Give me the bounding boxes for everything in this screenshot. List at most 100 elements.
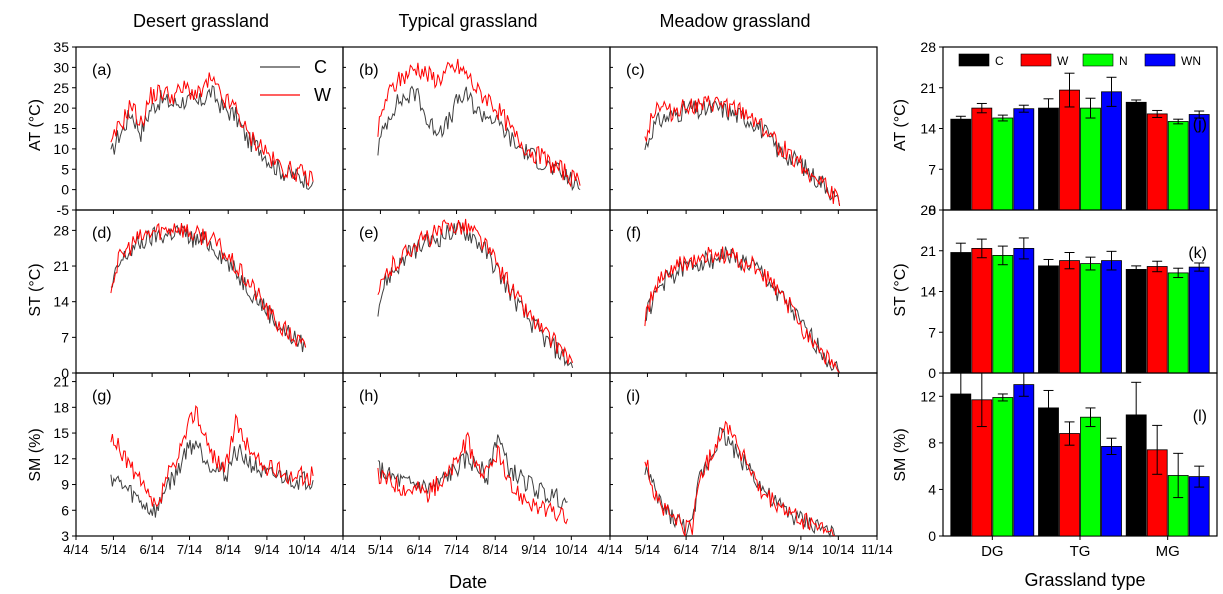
bar-c bbox=[1038, 107, 1059, 211]
x-tick-label: 4/14 bbox=[597, 542, 622, 557]
series-c-line bbox=[377, 434, 568, 510]
y-tick-label: 28 bbox=[920, 39, 936, 55]
x-tick-label: 4/14 bbox=[63, 542, 88, 557]
x-tick-label: 7/14 bbox=[711, 542, 736, 557]
y-tick-label: 28 bbox=[920, 202, 936, 218]
y-tick-label: -5 bbox=[57, 202, 70, 218]
panel-frame-g bbox=[75, 372, 344, 537]
bar-n bbox=[1167, 121, 1189, 211]
line-panels: -5 0 5 10 15 20 25 30 35 (a) (b) (c) 0 7 14 21 28 (d) (e) (… bbox=[53, 39, 892, 557]
x-tick-label: 5/14 bbox=[368, 542, 393, 557]
y-tick-label: 12 bbox=[920, 388, 936, 404]
x-tick-label: 8/14 bbox=[216, 542, 241, 557]
legend-w-label: W bbox=[314, 85, 331, 105]
ylabel-at: AT (°C) bbox=[27, 99, 44, 151]
panel-label: (a) bbox=[92, 62, 112, 79]
xlabel-grassland: Grassland type bbox=[1024, 570, 1145, 590]
y-tick-label: 21 bbox=[53, 374, 69, 390]
y-tick-label: 0 bbox=[928, 528, 936, 544]
x-tick-label: 10/14 bbox=[555, 542, 588, 557]
bar-c bbox=[1125, 101, 1147, 211]
bar-wn bbox=[1013, 247, 1035, 374]
y-tick-label: 14 bbox=[920, 284, 936, 300]
panel-label: (f) bbox=[626, 225, 641, 242]
panel-frame-i bbox=[609, 372, 878, 537]
panel-frame-h bbox=[342, 372, 611, 537]
y-tick-label: 18 bbox=[53, 399, 69, 415]
bar-wn bbox=[1188, 266, 1210, 374]
bar-n bbox=[1080, 107, 1101, 211]
panel-label: (e) bbox=[359, 225, 379, 242]
series-w-line bbox=[644, 246, 840, 374]
bar-w bbox=[1059, 260, 1080, 374]
panel-label: (b) bbox=[359, 62, 379, 79]
legend-n-swatch bbox=[1082, 53, 1114, 67]
legend-wn-label: WN bbox=[1181, 54, 1201, 68]
bar-c bbox=[950, 118, 972, 211]
x-tick-label: 10/14 bbox=[822, 542, 855, 557]
x-tick-label: 8/14 bbox=[750, 542, 775, 557]
category-label: TG bbox=[1070, 543, 1091, 560]
x-tick-label: 6/14 bbox=[139, 542, 164, 557]
bar-n bbox=[992, 117, 1014, 211]
x-tick-label: 10/14 bbox=[288, 542, 321, 557]
legend-c-label: C bbox=[995, 54, 1004, 68]
ylabel-j: AT (°C) bbox=[892, 99, 909, 151]
panel-label: (h) bbox=[359, 388, 379, 405]
category-label: DG bbox=[981, 543, 1004, 560]
series-w-line bbox=[644, 95, 841, 206]
x-tick-label: 6/14 bbox=[406, 542, 431, 557]
series-w-line bbox=[377, 58, 581, 188]
series-w-line bbox=[377, 218, 574, 365]
x-tick-label: 9/14 bbox=[254, 542, 279, 557]
series-w-line bbox=[110, 222, 307, 348]
y-tick-label: 20 bbox=[53, 100, 69, 116]
y-tick-label: 35 bbox=[53, 39, 69, 55]
bar-n bbox=[1080, 263, 1101, 374]
legend-wn-swatch bbox=[1144, 53, 1176, 67]
series-c-line bbox=[644, 100, 841, 206]
xlabel-date: Date bbox=[449, 572, 487, 592]
y-tick-label: 0 bbox=[928, 365, 936, 381]
y-tick-label: 6 bbox=[61, 502, 69, 518]
y-tick-label: 8 bbox=[928, 435, 936, 451]
ylabel-sm: SM (%) bbox=[27, 428, 44, 481]
panel-frame-f bbox=[609, 209, 878, 374]
panel-label: (l) bbox=[1193, 408, 1207, 425]
x-tick-label: 11/14 bbox=[861, 542, 893, 557]
x-tick-label: 4/14 bbox=[330, 542, 355, 557]
panel-label: (d) bbox=[92, 225, 112, 242]
bar-n bbox=[992, 397, 1014, 537]
series-w-line bbox=[110, 72, 314, 187]
bar-w bbox=[1146, 266, 1168, 374]
series-c-line bbox=[377, 221, 574, 369]
bar-w bbox=[971, 107, 993, 211]
y-tick-label: 30 bbox=[53, 59, 69, 75]
series-c-line bbox=[377, 85, 581, 192]
bar-n bbox=[992, 254, 1014, 374]
panel-label: (k) bbox=[1188, 245, 1207, 262]
panel-label: (g) bbox=[92, 388, 112, 405]
panel-label: (c) bbox=[626, 62, 645, 79]
y-tick-label: 14 bbox=[920, 121, 936, 137]
bar-wn bbox=[1013, 108, 1035, 211]
series-w-line bbox=[110, 405, 314, 508]
y-tick-label: 14 bbox=[53, 294, 69, 310]
y-tick-label: 9 bbox=[61, 477, 69, 493]
bar-c bbox=[1125, 268, 1147, 374]
bar-c bbox=[1038, 265, 1059, 374]
bar-wn bbox=[1101, 445, 1122, 537]
y-tick-label: 21 bbox=[53, 258, 69, 274]
bar-w bbox=[1146, 113, 1168, 211]
bar-w bbox=[971, 247, 993, 374]
legend-w-label: W bbox=[1057, 54, 1069, 68]
series-c-line bbox=[110, 85, 314, 191]
y-tick-label: 12 bbox=[53, 451, 69, 467]
category-label: MG bbox=[1156, 543, 1180, 560]
y-tick-label: 15 bbox=[53, 121, 69, 137]
x-tick-label: 5/14 bbox=[101, 542, 126, 557]
y-tick-label: 15 bbox=[53, 425, 69, 441]
y-tick-label: 4 bbox=[928, 481, 936, 497]
